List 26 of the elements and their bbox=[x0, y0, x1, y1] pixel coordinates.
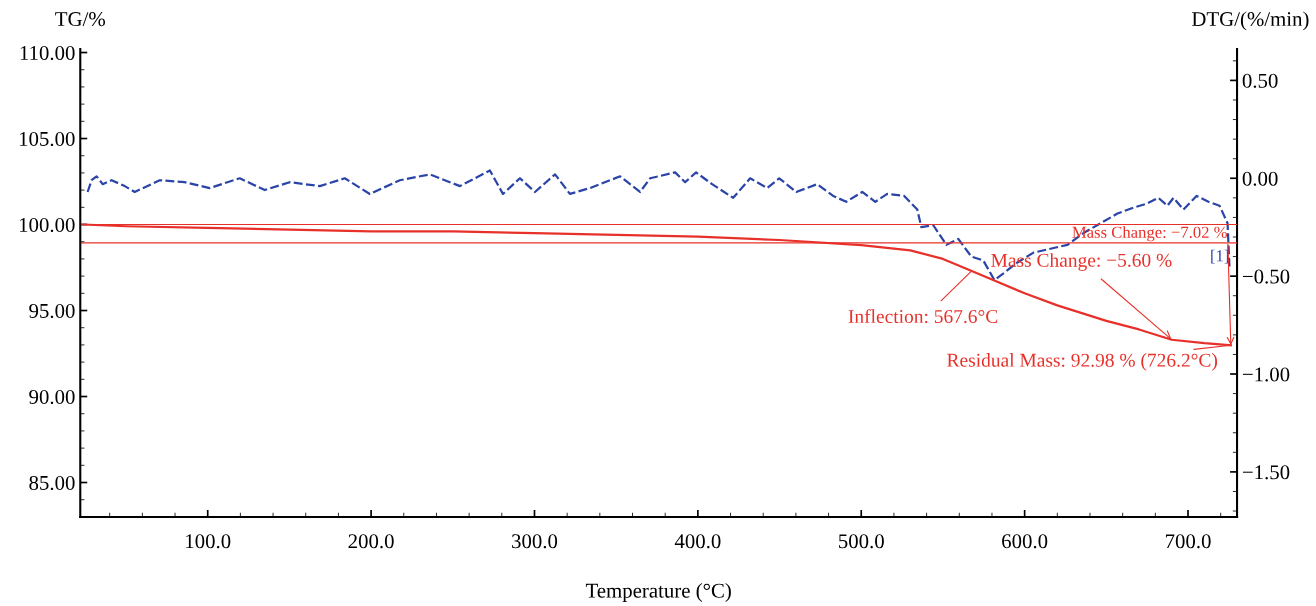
x-tick-label: 600.0 bbox=[1002, 534, 1048, 549]
x-axis-title: Temperature (°C) bbox=[585, 583, 731, 602]
y-axis-title: TG/% bbox=[55, 12, 106, 27]
line-series bbox=[86, 169, 1231, 282]
y2-tick-label: −1.00 bbox=[1242, 367, 1290, 382]
y-tick-label: 100.00 bbox=[19, 217, 75, 233]
y2-axis-title: DTG/(%/min) bbox=[1191, 11, 1309, 31]
annotation: Mass Change: −7.02 % bbox=[1072, 226, 1227, 242]
y2-tick-label: 0.50 bbox=[1242, 73, 1278, 88]
y-tick-label: 110.00 bbox=[20, 45, 75, 61]
y-tick-label: 85.00 bbox=[29, 475, 75, 491]
annotation: Residual Mass: 92.98 % (726.2°C) bbox=[947, 353, 1218, 371]
y2-tick-label: 0.00 bbox=[1242, 171, 1278, 186]
annotation: Mass Change: −5.60 % bbox=[991, 253, 1172, 271]
y2-tick-label: −0.50 bbox=[1242, 269, 1290, 284]
x-tick-label: 300.0 bbox=[512, 534, 558, 549]
x-tick-label: 700.0 bbox=[1165, 534, 1211, 549]
y-tick-label: 105.00 bbox=[19, 131, 75, 147]
x-tick-label: 200.0 bbox=[348, 534, 394, 549]
y-tick-label: 90.00 bbox=[29, 389, 75, 405]
x-tick-label: 500.0 bbox=[839, 534, 884, 549]
y-tick-label: 95.00 bbox=[29, 303, 75, 319]
x-tick-label: 400.0 bbox=[674, 534, 721, 549]
y2-tick-label: −1.50 bbox=[1242, 465, 1290, 480]
annotation: Inflection: 567.6°C bbox=[848, 309, 998, 324]
x-tick-label: 100.0 bbox=[186, 534, 231, 549]
